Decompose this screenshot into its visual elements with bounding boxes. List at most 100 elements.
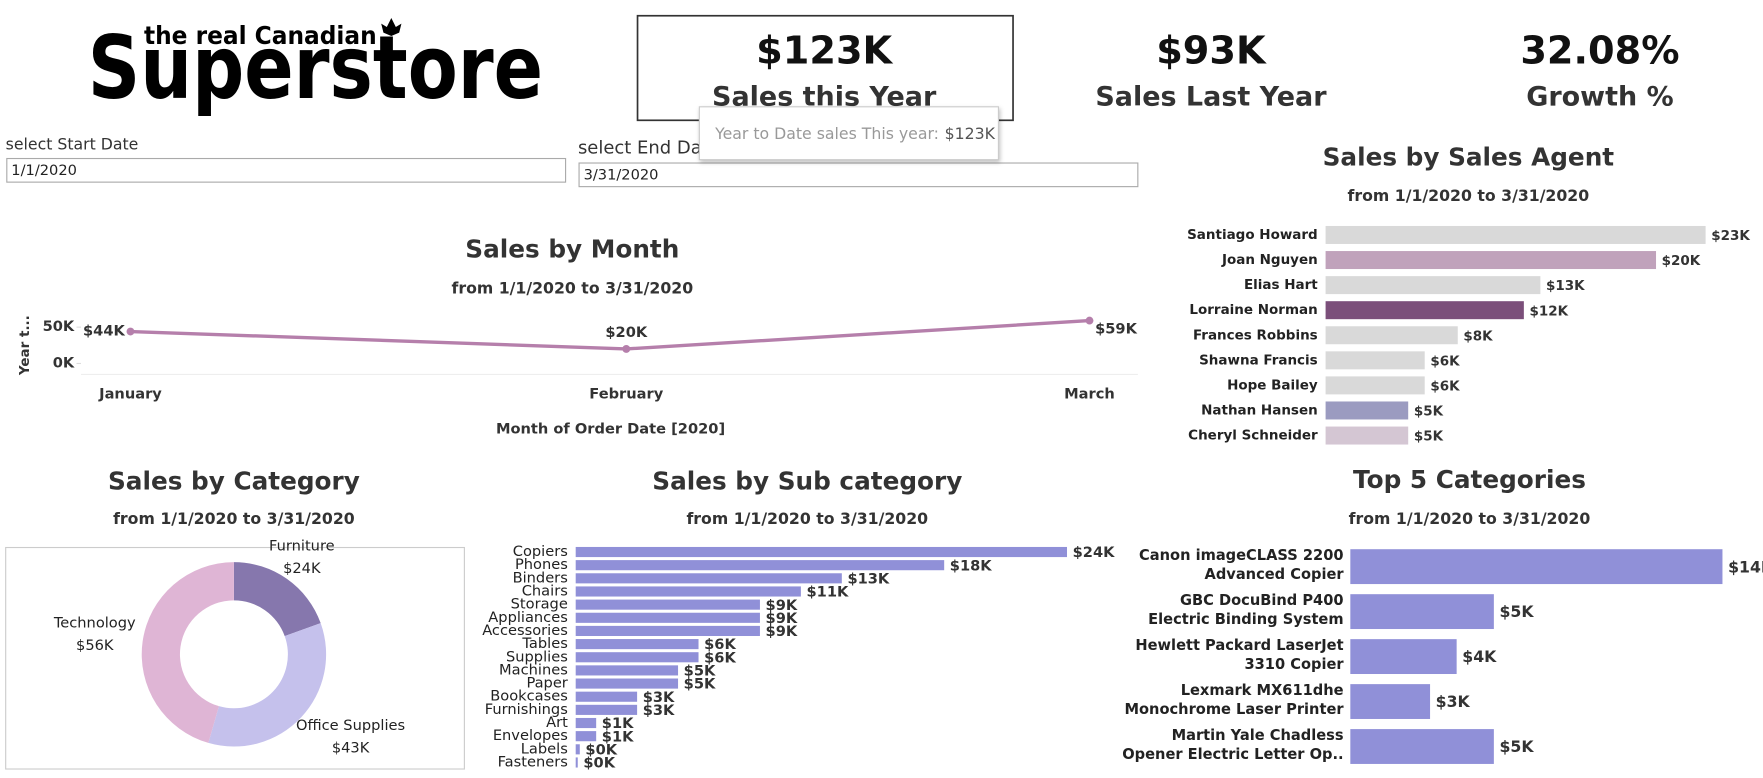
tooltip-value: $123K: [945, 123, 996, 142]
bar: [1350, 594, 1494, 630]
value-label: $44K: [83, 323, 125, 340]
bar: [575, 573, 842, 584]
value-label: $24K: [1073, 544, 1115, 561]
donut-slice: [208, 623, 327, 747]
value-label: $5K: [684, 676, 716, 693]
value-label: $11K: [807, 584, 849, 601]
value-label: $1K: [602, 715, 634, 732]
y-tick-label: 0K: [53, 354, 75, 371]
value-label: $3K: [643, 702, 675, 719]
kpi-label: Sales Last Year: [1095, 81, 1327, 112]
category-label: Storage: [511, 596, 568, 613]
category-label: Martin Yale Chadless Opener Electric Let…: [1122, 727, 1344, 764]
tooltip-label: Year to Date sales This year:: [714, 123, 939, 142]
bar: [575, 612, 760, 623]
bar: [1350, 729, 1494, 764]
point: [126, 327, 135, 336]
category-label: Shawna Francis: [1199, 352, 1318, 368]
category-label: Furnishings: [485, 701, 568, 718]
bar: [1325, 351, 1425, 370]
bar: [575, 704, 638, 715]
bar: [575, 560, 945, 571]
bar: [575, 757, 578, 768]
bar: [575, 599, 760, 610]
filter-label: select End Date: [578, 137, 720, 158]
chart-title: Sales by Sales Agent: [1323, 143, 1615, 172]
value-label: $3K: [643, 689, 675, 706]
logo-tagline: the real Canadian: [144, 21, 377, 50]
category-label: Supplies: [506, 648, 568, 665]
value-label: $1K: [602, 728, 634, 745]
value-label: $18K: [950, 557, 992, 574]
logo-name: Superstore: [88, 17, 543, 119]
value-label: $14K: [1728, 557, 1763, 576]
chart-subtitle: from 1/1/2020 to 3/31/2020: [1349, 509, 1591, 528]
value-label: $12K: [1529, 303, 1568, 319]
value-label: $23K: [1711, 228, 1750, 244]
category-label-box: Canon imageCLASS 2200 Advanced Copier: [1139, 548, 1344, 584]
date-input[interactable]: [578, 162, 1139, 188]
kpi-value: $93K: [1156, 29, 1267, 73]
chart-frame: [5, 546, 465, 770]
category-label: GBC DocuBind P400 Electric Binding Syste…: [1148, 592, 1344, 629]
slice-label: Furniture: [269, 538, 335, 555]
donut-slice: [141, 562, 234, 743]
x-tick-label: March: [1064, 386, 1115, 403]
chart-title: Sales by Category: [108, 466, 360, 495]
bar: [1325, 401, 1409, 420]
value-label: $5K: [1414, 429, 1444, 445]
bar: [575, 639, 699, 650]
value-label: $5K: [684, 663, 716, 680]
tooltip-box: [698, 106, 999, 161]
category-label: Hope Bailey: [1227, 377, 1318, 393]
value-label: $3K: [1436, 692, 1471, 711]
value-label: $6K: [704, 649, 736, 666]
bar: [1325, 376, 1425, 395]
category-label: Joan Nguyen: [1221, 252, 1318, 268]
point: [622, 345, 631, 353]
bar: [1325, 426, 1409, 445]
chart-subtitle: from 1/1/2020 to 3/31/2020: [686, 509, 928, 528]
filter-label: select Start Date: [6, 135, 139, 154]
slice-value: $56K: [76, 637, 114, 654]
value-label: $5K: [1499, 602, 1534, 621]
category-label: Nathan Hansen: [1201, 402, 1318, 418]
bar: [575, 744, 580, 755]
category-label: Elias Hart: [1244, 277, 1318, 293]
category-label: Machines: [499, 661, 568, 678]
bar: [1325, 251, 1657, 270]
bar: [1350, 684, 1431, 719]
category-label: Paper: [526, 675, 567, 692]
chart-subtitle: from 1/1/2020 to 3/31/2020: [113, 509, 355, 528]
bar: [575, 665, 679, 676]
category-label: Santiago Howard: [1187, 227, 1318, 243]
bar: [1325, 276, 1541, 295]
bar: [575, 586, 801, 597]
value-label: $9K: [766, 597, 798, 614]
kpi-value: $123K: [756, 29, 893, 73]
category-label: Bookcases: [490, 688, 568, 705]
tooltip-text: Year to Date sales This year: $123K: [714, 123, 995, 142]
bar: [575, 678, 679, 689]
value-label: $5K: [1499, 737, 1534, 756]
category-label: Art: [546, 714, 568, 731]
x-tick-label: February: [589, 386, 663, 403]
slice-label: Office Supplies: [296, 717, 405, 734]
bar: [575, 717, 597, 729]
value-label: $9K: [766, 623, 798, 640]
slice-value: $43K: [332, 740, 370, 757]
value-label: $20K: [605, 324, 647, 341]
slice-label: Technology: [53, 614, 136, 631]
category-label: Appliances: [488, 609, 568, 626]
category-label-box: GBC DocuBind P400 Electric Binding Syste…: [1148, 592, 1344, 629]
category-label-box: Martin Yale Chadless Opener Electric Let…: [1122, 727, 1344, 764]
bar: [575, 731, 597, 742]
category-label: Lexmark MX611dhe Monochrome Laser Printe…: [1124, 682, 1344, 719]
bar: [1325, 301, 1524, 320]
bar: [575, 691, 638, 702]
bar: [1325, 225, 1706, 244]
category-label: Copiers: [513, 543, 568, 560]
date-input[interactable]: [6, 157, 567, 183]
category-label: Binders: [513, 569, 568, 586]
